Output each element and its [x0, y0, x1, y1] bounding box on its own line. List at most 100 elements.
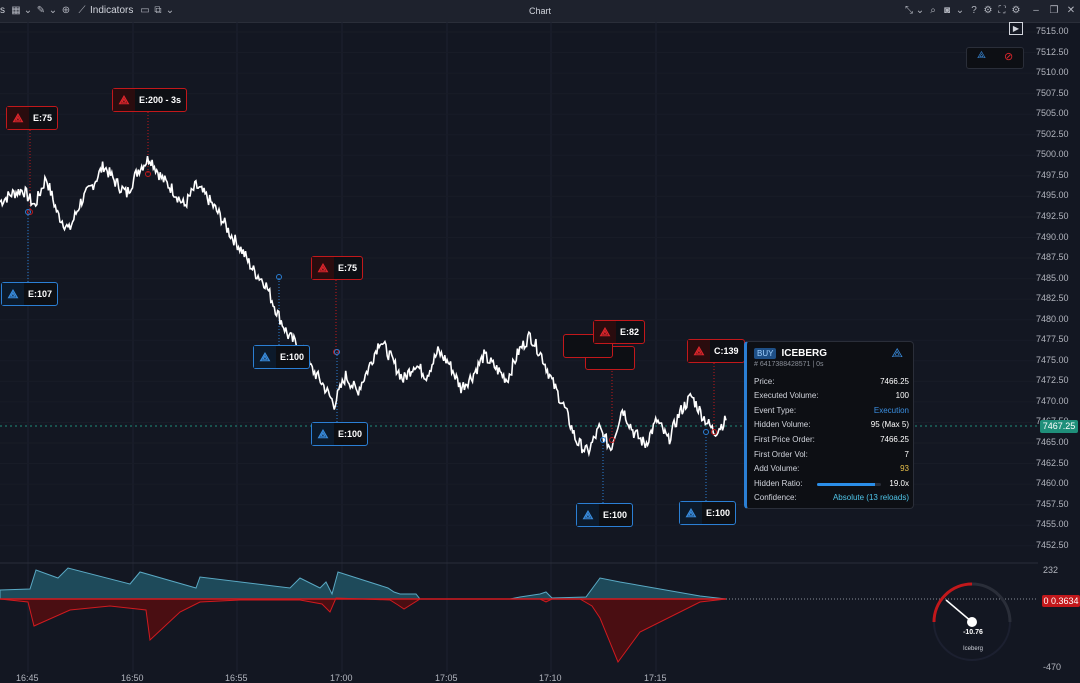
minimize-icon[interactable]: –: [1033, 5, 1039, 16]
chevron-down-icon[interactable]: ⌄: [165, 5, 175, 16]
osc-value: 0.3634: [1051, 596, 1079, 606]
time-axis-label: 16:45: [16, 673, 39, 683]
current-price-tag: 7467.25: [1040, 420, 1078, 433]
marker-label: E:82: [620, 327, 640, 337]
time-axis-label: 16:55: [225, 673, 248, 683]
fullscreen-icon[interactable]: ⛶: [998, 5, 1006, 16]
execution-dot: [334, 349, 340, 355]
iceberg-marker[interactable]: ⟁ E:107: [1, 282, 59, 306]
iceberg-marker[interactable]: ⟁ E:100: [253, 345, 311, 369]
tooltip-row-label: Add Volume:: [754, 464, 800, 474]
osc-negative-area: [0, 597, 727, 664]
tooltip-row: Executed Volume: 100: [754, 390, 909, 402]
price-axis-label: 7480.00: [1036, 313, 1069, 324]
iceberg-marker[interactable]: ⟁ E:100: [311, 422, 369, 446]
iceberg-marker[interactable]: ⟁ E:75: [6, 106, 59, 130]
price-axis-label: 7477.50: [1036, 334, 1069, 345]
tooltip-row-label: Hidden Ratio:: [754, 478, 803, 488]
osc-top-label: 232: [1043, 565, 1059, 575]
settings-icon[interactable]: ⚙: [1011, 5, 1021, 16]
iceberg-icon: ⟁: [688, 340, 710, 362]
time-axis-label: 16:50: [121, 673, 144, 683]
price-axis-label: 7510.00: [1036, 67, 1069, 78]
execution-dots: [25, 171, 717, 443]
time-axis-label: 17:05: [435, 673, 458, 683]
tooltip-row-value: 7466.25: [880, 376, 909, 386]
iceberg-marker[interactable]: ⟁ C:139: [687, 339, 745, 363]
play-icon[interactable]: ▶: [1009, 22, 1023, 35]
tooltip-row-value: 93: [900, 464, 909, 474]
iceberg-marker[interactable]: ⟁ E:75: [311, 256, 364, 280]
marker-label: E:100: [280, 352, 305, 362]
iceberg-icon: ⟁: [312, 423, 334, 445]
iceberg-marker[interactable]: ⟁ E:100: [679, 501, 737, 525]
iceberg-marker[interactable]: ⟁ E:200 - 3s: [112, 88, 188, 112]
tooltip-row: Confidence: Absolute (13 reloads): [754, 492, 909, 504]
price-axis-label: 7497.50: [1036, 169, 1069, 180]
execution-dot: [703, 429, 709, 435]
iceberg-marker[interactable]: ⟁ E:100: [576, 503, 634, 527]
marker-label: E:100: [338, 429, 363, 439]
indicators-icon: ⟋: [78, 5, 86, 16]
help-icon[interactable]: ?: [971, 5, 977, 16]
chevron-down-icon[interactable]: ⌄: [48, 5, 58, 16]
tooltip-row-label: Confidence:: [754, 493, 797, 503]
restore-icon[interactable]: ❐: [1049, 5, 1059, 16]
iceberg-icon[interactable]: ⟁: [977, 50, 986, 61]
hidden-ratio-fill: [817, 483, 875, 486]
tooltip-row-value: Execution: [873, 405, 909, 415]
price-axis-label: 7452.50: [1036, 539, 1069, 550]
iceberg-icon: ⟁: [7, 107, 29, 129]
camera-icon[interactable]: ◙: [943, 5, 951, 16]
price-axis-label: 7465.00: [1036, 437, 1069, 447]
indicators-button[interactable]: Indicators: [90, 5, 134, 16]
price-axis-label: 7490.00: [1036, 231, 1069, 242]
gauge-arc-negative: [932, 582, 973, 623]
time-axis-label: 17:00: [330, 673, 353, 683]
price-axis-label: 7502.50: [1036, 128, 1069, 139]
draw-icon[interactable]: ✎: [36, 5, 46, 16]
gauge-value: -10.76: [963, 629, 983, 636]
osc-bottom-label: -470: [1043, 662, 1062, 672]
tooltip-side-badge: BUY: [754, 348, 777, 359]
chevron-down-icon[interactable]: ⌄: [955, 5, 965, 16]
block-icon[interactable]: ⊘: [1004, 51, 1014, 63]
zoom-icon[interactable]: ⊕: [61, 5, 71, 16]
price-axis-label: 7495.00: [1036, 190, 1069, 201]
marker-label: E:107: [28, 289, 53, 299]
iceberg-icon: ⟁: [312, 257, 334, 279]
search-icon[interactable]: ⌕: [930, 5, 936, 16]
price-axis-label: 7507.50: [1036, 87, 1069, 98]
price-axis-label: 7457.50: [1036, 498, 1069, 509]
price-axis-label: 7492.50: [1036, 210, 1069, 221]
tooltip-row-label: Price:: [754, 376, 775, 386]
gauge-arc-lower: [933, 621, 1011, 661]
toolbar: s ▦ ⌄ ✎ ⌄ ⊕ ⟋ Indicators ▭ ⧉ ⌄ Chart ⤡ ⌄…: [0, 0, 1080, 23]
tooltip-row-label: First Price Order:: [754, 434, 815, 444]
price-chart[interactable]: [0, 22, 1080, 682]
tooltip-row: First Order Vol: 7: [754, 448, 909, 460]
template-icon[interactable]: ▭: [140, 5, 150, 16]
layers-icon[interactable]: ⧉: [154, 5, 162, 16]
iceberg-marker[interactable]: ⟁ E:82: [593, 320, 646, 344]
chevron-down-icon[interactable]: ⌄: [915, 5, 925, 16]
chevron-down-icon[interactable]: ⌄: [23, 5, 33, 16]
tooltip-title: ICEBERG: [781, 348, 828, 359]
tooltip-id: # 6417388428571 | 0s: [754, 361, 824, 368]
iceberg-icon: ⟁: [113, 89, 135, 111]
gauge-arc-positive: [971, 582, 1012, 623]
osc-value-tag: 0 0.3634: [1042, 595, 1080, 607]
settings-icon[interactable]: ⚙: [983, 5, 993, 16]
tooltip-row: Event Type: Execution: [754, 404, 909, 416]
tooltip-row: Add Volume: 93: [754, 463, 909, 475]
alert-panel[interactable]: ⟁ ⊘: [966, 47, 1024, 69]
marker-label: E:75: [338, 263, 358, 273]
close-icon[interactable]: ✕: [1066, 5, 1076, 16]
gauge-hub: [967, 617, 977, 627]
cursor-icon[interactable]: ⤡: [905, 5, 913, 16]
tooltip-row: First Price Order: 7466.25: [754, 433, 909, 445]
gauge-needle: [945, 599, 973, 623]
layout-icon[interactable]: ▦: [11, 5, 21, 16]
marker-label: E:100: [706, 508, 731, 518]
gauge-label: Iceberg: [962, 646, 983, 652]
